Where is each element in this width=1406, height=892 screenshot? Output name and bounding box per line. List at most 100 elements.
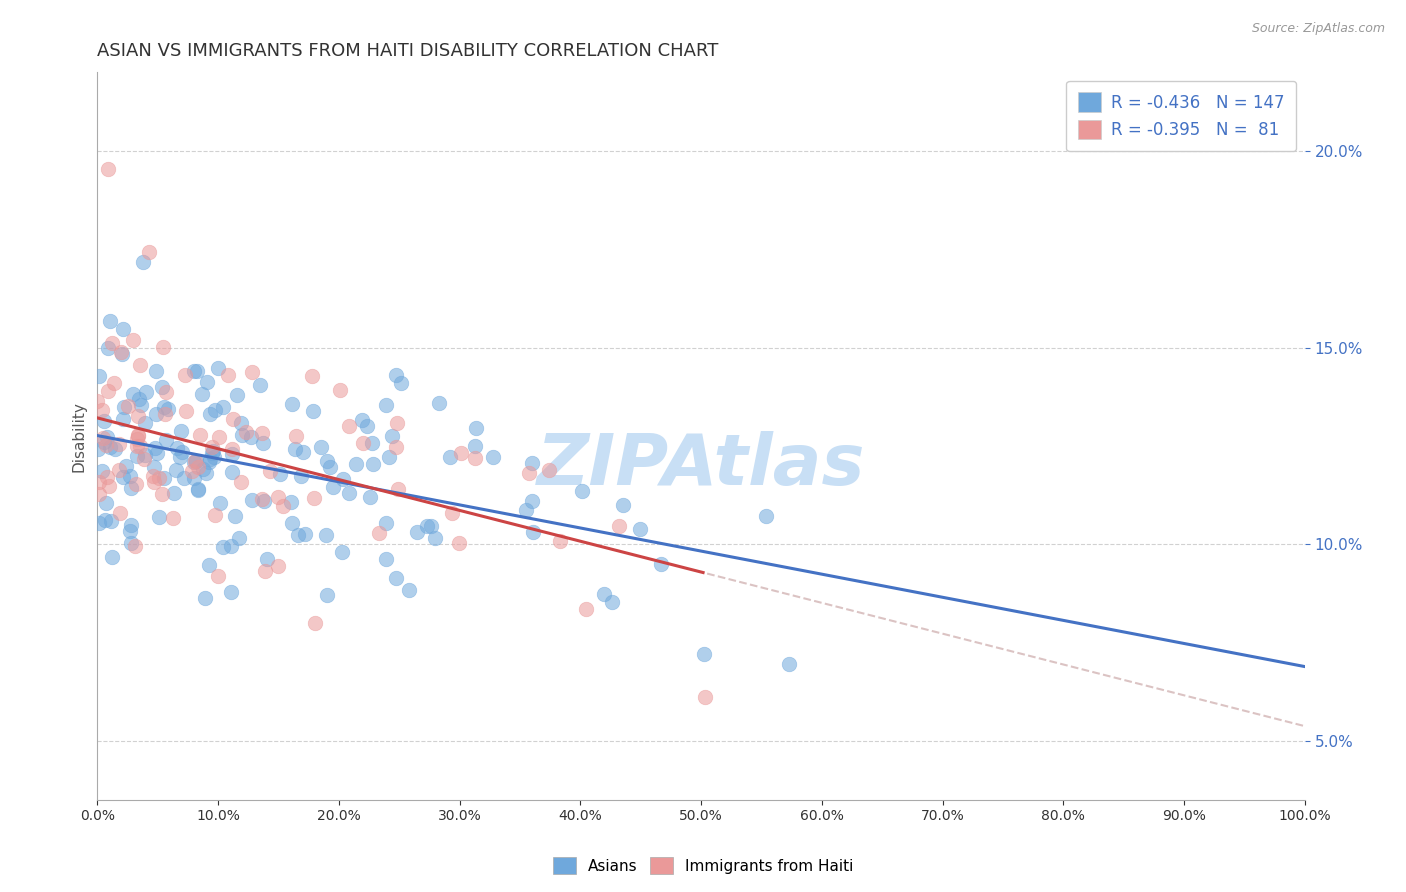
Point <box>127 428 149 442</box>
Point <box>134 416 156 430</box>
Point <box>292 445 315 459</box>
Point <box>231 475 253 489</box>
Point <box>515 502 537 516</box>
Point <box>240 493 263 508</box>
Point <box>87 368 110 383</box>
Point <box>145 441 167 455</box>
Point <box>98 440 121 454</box>
Point <box>571 483 593 498</box>
Point <box>337 418 360 433</box>
Point <box>363 458 385 472</box>
Point <box>464 451 486 466</box>
Text: Source: ZipAtlas.com: Source: ZipAtlas.com <box>1251 22 1385 36</box>
Point <box>91 431 114 445</box>
Point <box>96 384 118 399</box>
Point <box>593 587 616 601</box>
Point <box>142 468 165 483</box>
Point <box>398 582 420 597</box>
Point <box>100 514 122 528</box>
Point <box>112 401 135 415</box>
Point <box>281 397 304 411</box>
Point <box>240 365 263 379</box>
Point <box>427 396 450 410</box>
Point <box>198 407 221 421</box>
Point <box>207 361 229 376</box>
Point <box>98 314 121 328</box>
Point <box>108 437 131 451</box>
Point <box>450 446 472 460</box>
Point <box>602 594 624 608</box>
Point <box>548 533 571 548</box>
Point <box>145 364 167 378</box>
Point <box>221 447 243 461</box>
Point <box>127 450 149 464</box>
Point <box>449 536 471 550</box>
Point <box>186 460 208 475</box>
Point <box>228 531 250 545</box>
Point <box>117 399 139 413</box>
Point <box>104 442 127 456</box>
Point <box>173 368 195 382</box>
Point <box>143 475 166 489</box>
Point <box>384 440 406 454</box>
Point <box>162 486 184 500</box>
Point <box>537 463 560 477</box>
Point <box>187 482 209 496</box>
Point <box>93 414 115 428</box>
Point <box>191 386 214 401</box>
Point <box>146 446 169 460</box>
Point <box>120 481 142 495</box>
Point <box>252 494 274 508</box>
Point <box>111 347 134 361</box>
Point <box>374 516 396 530</box>
Point <box>101 336 124 351</box>
Point <box>134 448 156 462</box>
Point <box>129 398 152 412</box>
Point <box>778 657 800 671</box>
Point <box>94 513 117 527</box>
Point <box>385 368 408 383</box>
Point <box>165 463 187 477</box>
Point <box>128 392 150 406</box>
Point <box>183 364 205 378</box>
Point <box>204 508 226 522</box>
Point <box>91 402 114 417</box>
Point <box>309 440 332 454</box>
Point <box>387 482 409 496</box>
Point <box>90 464 112 478</box>
Point <box>290 469 312 483</box>
Point <box>115 458 138 473</box>
Point <box>481 450 503 464</box>
Point <box>304 616 326 631</box>
Point <box>235 425 257 439</box>
Point <box>329 384 352 398</box>
Point <box>157 401 180 416</box>
Point <box>226 388 249 402</box>
Point <box>87 486 110 500</box>
Point <box>87 516 110 531</box>
Point <box>389 376 412 390</box>
Point <box>103 376 125 390</box>
Point <box>143 460 166 475</box>
Point <box>520 493 543 508</box>
Point <box>112 322 135 336</box>
Point <box>356 418 378 433</box>
Point <box>195 375 218 389</box>
Point <box>285 428 308 442</box>
Point <box>219 584 242 599</box>
Point <box>198 558 221 573</box>
Point <box>231 428 253 442</box>
Point <box>378 450 401 464</box>
Point <box>120 468 142 483</box>
Point <box>186 364 208 378</box>
Point <box>202 450 225 464</box>
Point <box>267 491 290 505</box>
Legend: R = -0.436   N = 147, R = -0.395   N =  81: R = -0.436 N = 147, R = -0.395 N = 81 <box>1066 81 1296 151</box>
Point <box>221 539 243 553</box>
Point <box>86 442 108 456</box>
Point <box>221 442 243 456</box>
Point <box>129 358 152 372</box>
Point <box>190 427 212 442</box>
Point <box>315 528 337 542</box>
Point <box>259 464 281 478</box>
